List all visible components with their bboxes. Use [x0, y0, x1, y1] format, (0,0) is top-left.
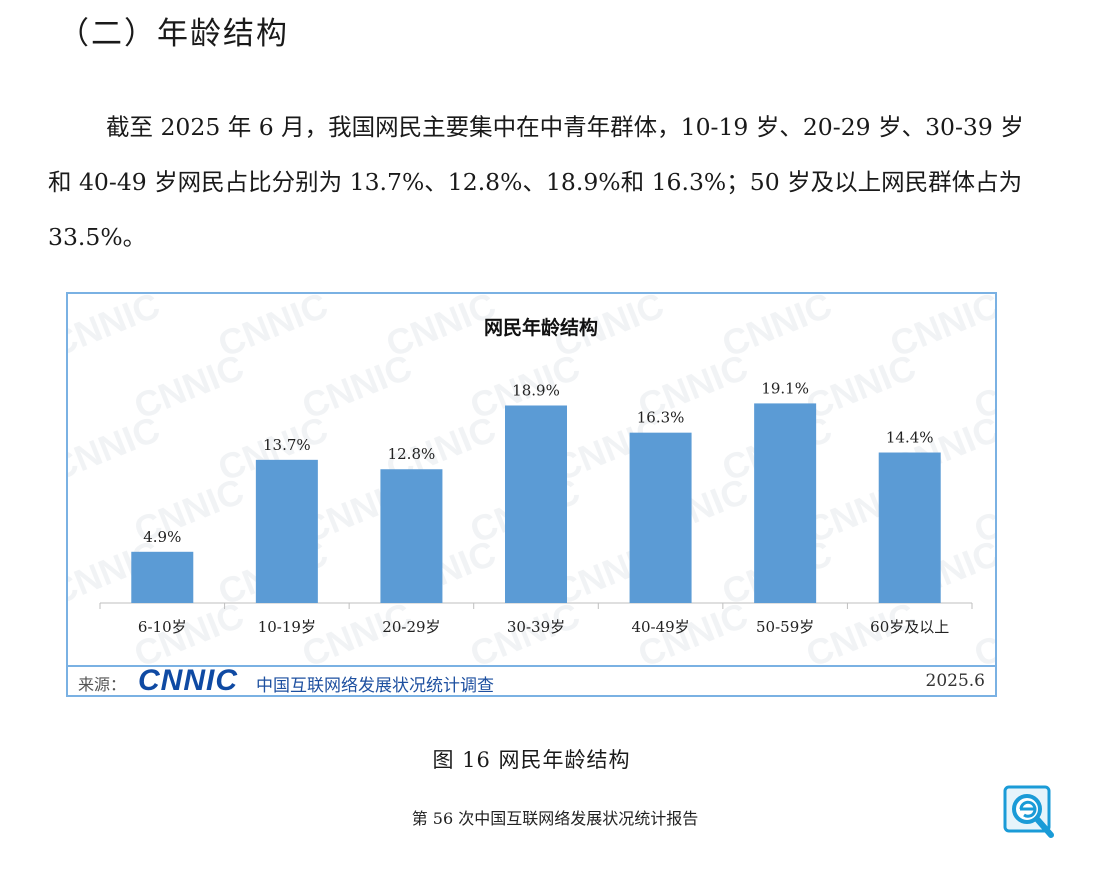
chart-title: 网民年龄结构: [484, 316, 598, 339]
bar: [754, 403, 817, 603]
source-date: 2025.6: [925, 671, 985, 691]
category-label: 6-10岁: [138, 618, 187, 636]
data-label: 14.4%: [886, 429, 934, 447]
data-label: 18.9%: [512, 381, 560, 399]
section-heading: （二）年龄结构: [58, 16, 289, 52]
report-footer: 第 56 次中国互联网络发展状况统计报告: [411, 809, 699, 828]
data-label: 19.1%: [761, 379, 809, 397]
data-label: 16.3%: [637, 409, 685, 427]
category-label: 60岁及以上: [870, 618, 949, 636]
source-description: 中国互联网络发展状况统计调查: [256, 676, 494, 696]
category-label: 50-59岁: [756, 618, 814, 636]
bar: [255, 459, 318, 603]
chart-frame: CNNIC CNNIC CNNIC CNNIC CNNIC CNNIC CNNIC CNNIC…: [66, 292, 997, 697]
age-structure-bar-chart: 网民年龄结构 4.9% 6-10岁 13.7% 10-19岁 12.8% 20-29岁 18.…: [99, 316, 973, 636]
cnnic-logo: CNNIC: [138, 664, 238, 697]
category-label: 40-49岁: [631, 618, 689, 636]
bar: [505, 405, 567, 603]
source-label: 来源：: [78, 675, 127, 694]
data-label: 13.7%: [263, 436, 311, 454]
figure-caption: 图 16 网民年龄结构: [432, 748, 631, 772]
data-label: 4.9%: [143, 528, 181, 546]
category-label: 10-19岁: [258, 618, 316, 636]
bar: [131, 551, 194, 603]
bar: [878, 452, 941, 603]
bar: [380, 469, 443, 603]
source-bar: 来源： CNNIC 中国互联网络发展状况统计调查 2025.6: [68, 664, 995, 697]
category-label: 20-29岁: [382, 618, 440, 636]
category-label: 30-39岁: [507, 618, 565, 636]
bar: [629, 432, 692, 603]
magnifier-e-logo-icon: [1003, 785, 1054, 838]
data-label: 12.8%: [388, 445, 436, 463]
body-paragraph: 截至 2025 年 6 月，我国网民主要集中在中青年群体，10-19 岁、20-…: [48, 113, 1024, 251]
